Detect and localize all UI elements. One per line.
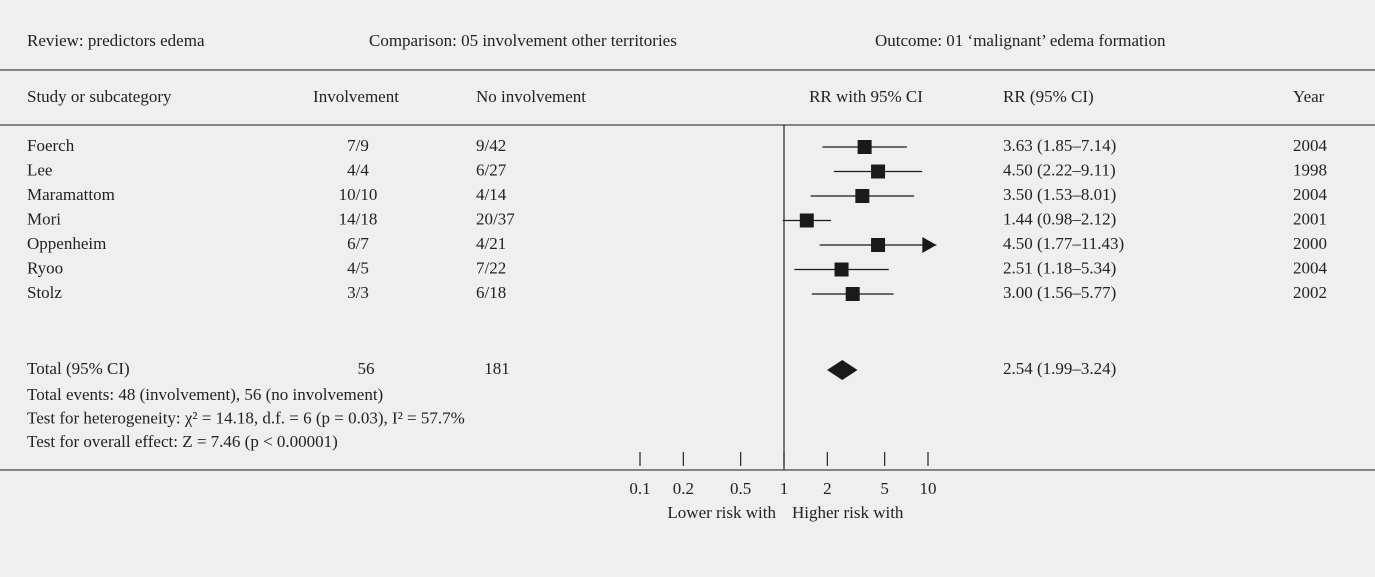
involvement: 4/4	[347, 160, 369, 179]
year: 2004	[1293, 136, 1328, 155]
no-involvement: 4/21	[476, 234, 506, 253]
point-estimate	[834, 262, 849, 277]
note: Test for overall effect: Z = 7.46 (p < 0…	[27, 432, 338, 451]
x-tick-label: 0.2	[673, 479, 694, 498]
x-tick-label: 2	[823, 479, 832, 498]
no-involvement: 20/37	[476, 209, 515, 228]
column-header: Study or subcategory	[27, 87, 172, 106]
study-name: Oppenheim	[27, 234, 106, 253]
column-header: No involvement	[476, 87, 586, 106]
header-comparison: Comparison: 05 involvement other territo…	[369, 31, 677, 50]
ci-arrow	[922, 237, 937, 253]
header-outcome: Outcome: 01 ‘malignant’ edema formation	[875, 31, 1166, 50]
no-involvement: 9/42	[476, 136, 506, 155]
rr-label: 3.63 (1.85–7.14)	[1003, 136, 1116, 155]
pooled-diamond	[827, 360, 858, 380]
rr-label: 2.51 (1.18–5.34)	[1003, 258, 1116, 277]
rr-label: 3.00 (1.56–5.77)	[1003, 283, 1116, 302]
rr-label: 1.44 (0.98–2.12)	[1003, 209, 1116, 228]
note: Test for heterogeneity: χ² = 14.18, d.f.…	[27, 408, 465, 427]
x-tick-label: 5	[880, 479, 889, 498]
point-estimate	[857, 140, 872, 154]
point-estimate	[871, 164, 886, 179]
x-tick-label: 10	[920, 479, 937, 498]
year: 2004	[1293, 185, 1328, 204]
involvement: 14/18	[339, 209, 378, 228]
total-no-involvement: 181	[484, 359, 510, 378]
point-estimate	[855, 189, 870, 203]
total-involvement: 56	[358, 359, 375, 378]
rr-label: 3.50 (1.53–8.01)	[1003, 185, 1116, 204]
x-tick-label: 1	[780, 479, 789, 498]
column-header: Year	[1293, 87, 1325, 106]
point-estimate	[799, 213, 814, 228]
study-name: Stolz	[27, 283, 62, 302]
no-involvement: 4/14	[476, 185, 507, 204]
x-tick-label: 0.5	[730, 479, 751, 498]
total-name: Total (95% CI)	[27, 359, 130, 378]
header-review: Review: predictors edema	[27, 31, 205, 50]
column-header: RR with 95% CI	[809, 87, 923, 106]
study-name: Lee	[27, 160, 52, 179]
year: 2002	[1293, 283, 1327, 302]
year: 2001	[1293, 209, 1327, 228]
no-involvement: 6/18	[476, 283, 506, 302]
year: 1998	[1293, 160, 1327, 179]
involvement: 3/3	[347, 283, 369, 302]
x-tick-label: 0.1	[629, 479, 650, 498]
rr-label: 4.50 (2.22–9.11)	[1003, 160, 1116, 179]
study-name: Ryoo	[27, 258, 63, 277]
point-estimate	[871, 238, 886, 252]
x-label-left: Lower risk with	[667, 503, 776, 522]
no-involvement: 6/27	[476, 160, 507, 179]
note: Total events: 48 (involvement), 56 (no i…	[27, 385, 383, 404]
point-estimate	[845, 287, 860, 301]
study-name: Maramattom	[27, 185, 115, 204]
year: 2004	[1293, 258, 1328, 277]
involvement: 10/10	[339, 185, 378, 204]
involvement: 6/7	[347, 234, 369, 253]
year: 2000	[1293, 234, 1327, 253]
column-header: Involvement	[313, 87, 399, 106]
study-name: Mori	[27, 209, 61, 228]
x-label-right: Higher risk with	[792, 503, 904, 522]
involvement: 7/9	[347, 136, 369, 155]
no-involvement: 7/22	[476, 258, 506, 277]
study-name: Foerch	[27, 136, 75, 155]
involvement: 4/5	[347, 258, 369, 277]
total-rr-label: 2.54 (1.99–3.24)	[1003, 359, 1116, 378]
column-header: RR (95% CI)	[1003, 87, 1094, 106]
rr-label: 4.50 (1.77–11.43)	[1003, 234, 1124, 253]
